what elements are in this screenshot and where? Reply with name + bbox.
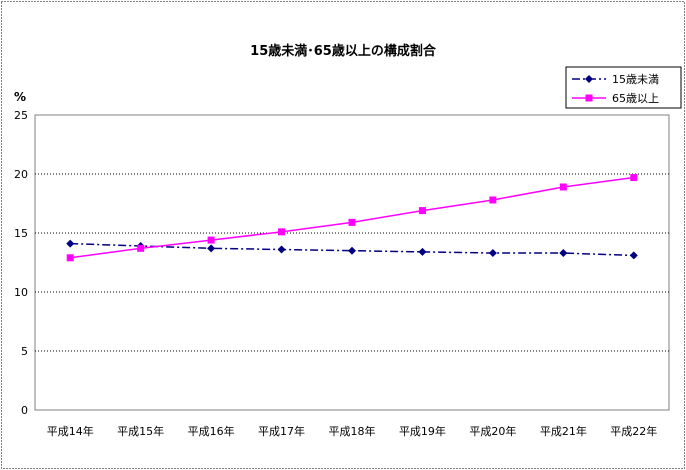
y-axis-unit: % <box>14 90 26 104</box>
legend-label-65plus: 65歳以上 <box>612 92 659 105</box>
data-point <box>348 246 356 255</box>
data-point <box>66 239 75 248</box>
y-tick-label: 5 <box>21 345 28 358</box>
chart-title: 15歳未満･65歳以上の構成割合 <box>250 43 437 59</box>
legend-marker-under15 <box>585 75 593 83</box>
gridlines <box>35 173 669 352</box>
x-tick-label: 平成21年 <box>540 424 587 438</box>
data-point <box>630 174 638 182</box>
series-65plus <box>66 174 638 262</box>
y-tick-label: 10 <box>14 286 28 299</box>
y-tick-label: 20 <box>14 168 28 181</box>
data-point <box>488 249 497 258</box>
data-point <box>137 244 145 252</box>
data-point <box>418 247 427 256</box>
data-point <box>348 218 356 226</box>
x-axis-ticks: 平成14年 平成15年 平成16年 平成17年 平成18年 平成19年 平成20年 平成21年… <box>47 424 658 438</box>
series-line <box>70 242 634 257</box>
data-point <box>278 228 286 236</box>
y-axis-ticks: 0 5 10 15 20 25 <box>14 109 28 417</box>
y-tick-label: 0 <box>21 404 28 417</box>
legend-marker <box>585 75 593 83</box>
series-layer <box>66 174 638 262</box>
legend-box <box>565 66 682 109</box>
data-point <box>559 249 568 258</box>
x-tick-label: 平成16年 <box>188 424 235 438</box>
data-point <box>559 183 567 191</box>
x-tick-label: 平成19年 <box>399 424 446 438</box>
x-tick-label: 平成22年 <box>610 424 657 438</box>
data-point <box>207 244 216 253</box>
legend: 15歳未満 65歳以上 <box>565 66 682 109</box>
data-point <box>277 245 286 254</box>
x-tick-label: 平成17年 <box>258 424 305 438</box>
legend-marker-65plus <box>585 94 593 102</box>
plot-area <box>34 114 670 411</box>
legend-label-under15: 15歳未満 <box>612 73 659 86</box>
x-tick-label: 平成18年 <box>329 424 376 438</box>
data-point <box>418 207 426 215</box>
y-tick-label: 25 <box>14 109 28 122</box>
y-tick-label: 15 <box>14 227 28 240</box>
data-point <box>207 236 215 244</box>
data-point <box>489 196 497 204</box>
data-point <box>629 251 638 260</box>
legend-marker <box>585 94 593 102</box>
series-under15 <box>66 239 638 260</box>
x-tick-label: 平成14年 <box>47 424 94 438</box>
data-point <box>66 254 74 262</box>
x-tick-label: 平成15年 <box>117 424 164 438</box>
x-tick-label: 平成20年 <box>469 424 516 438</box>
